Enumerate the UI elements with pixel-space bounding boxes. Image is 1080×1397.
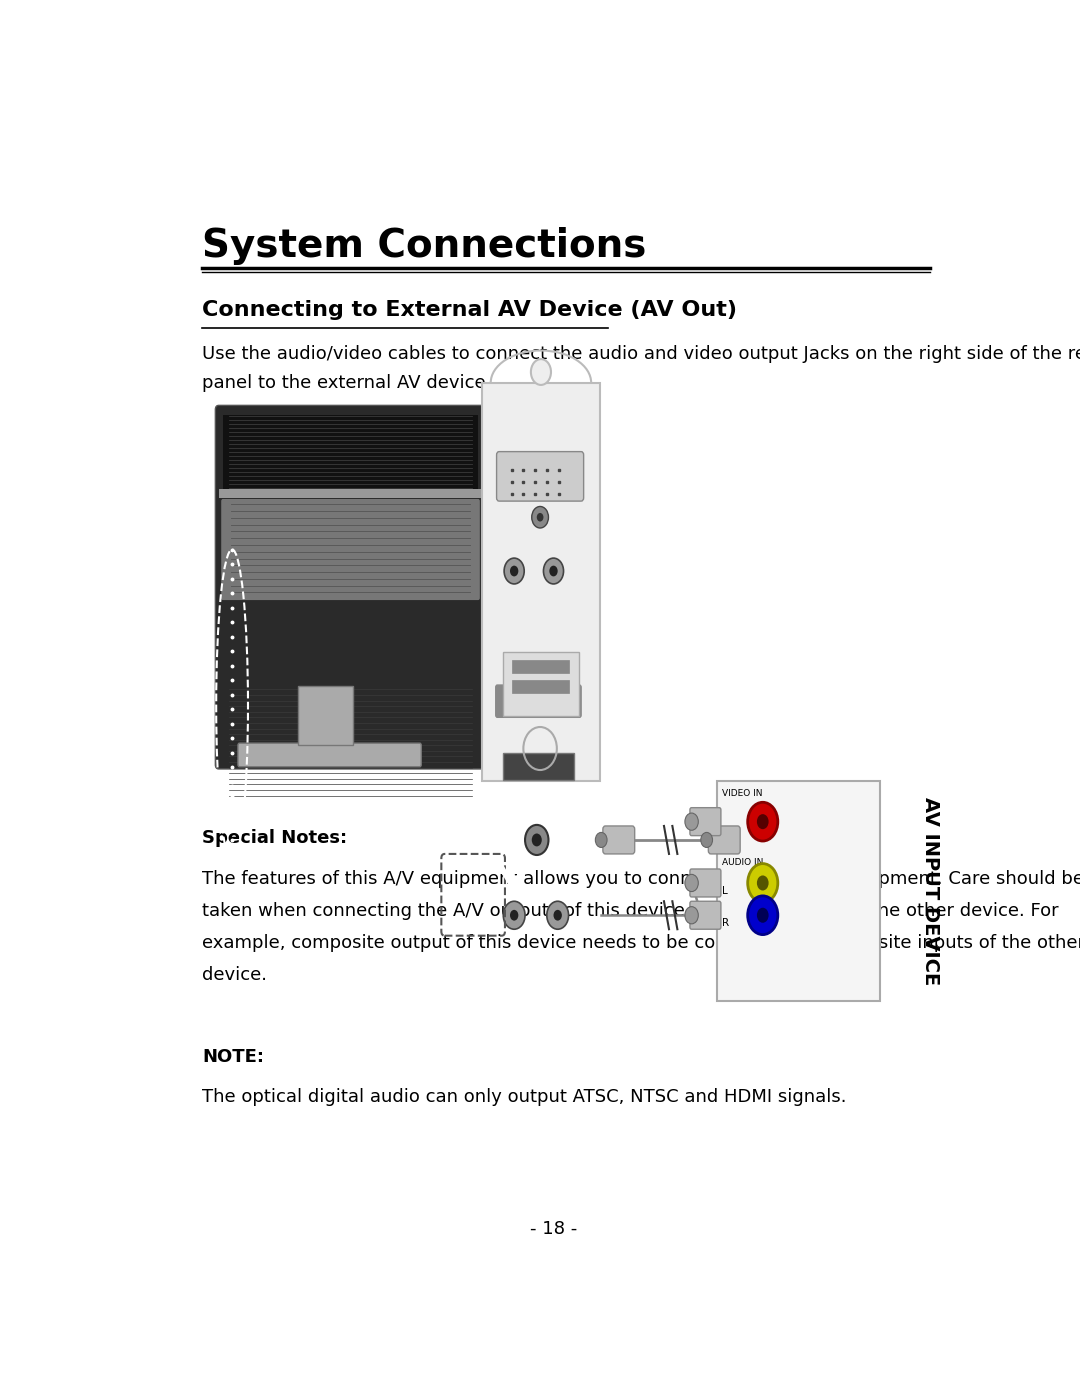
Text: R: R xyxy=(721,918,729,929)
Bar xyxy=(222,415,478,493)
Circle shape xyxy=(503,901,525,929)
Circle shape xyxy=(510,566,518,577)
FancyBboxPatch shape xyxy=(221,499,480,601)
Text: VIDEO IN: VIDEO IN xyxy=(721,789,762,799)
Circle shape xyxy=(537,513,543,521)
Text: The features of this A/V equipment allows you to connect to other A/V equipment.: The features of this A/V equipment allow… xyxy=(202,870,1080,983)
FancyBboxPatch shape xyxy=(690,807,721,835)
Bar xyxy=(512,680,568,693)
FancyBboxPatch shape xyxy=(603,826,635,854)
Circle shape xyxy=(525,824,549,855)
Text: - 18 -: - 18 - xyxy=(530,1220,577,1238)
Text: System Connections: System Connections xyxy=(202,226,646,265)
Bar xyxy=(717,781,880,1002)
Circle shape xyxy=(757,876,769,890)
Bar xyxy=(218,489,483,497)
Circle shape xyxy=(550,566,557,577)
Circle shape xyxy=(747,802,778,841)
FancyBboxPatch shape xyxy=(708,826,740,854)
Text: AV INPUT DEVICE: AV INPUT DEVICE xyxy=(920,796,940,985)
Circle shape xyxy=(546,901,568,929)
Bar xyxy=(483,383,599,781)
FancyArrowPatch shape xyxy=(472,809,527,886)
Circle shape xyxy=(543,559,564,584)
Circle shape xyxy=(747,863,778,902)
Circle shape xyxy=(510,909,518,921)
Text: Connecting to External AV Device (AV Out): Connecting to External AV Device (AV Out… xyxy=(202,300,737,320)
Circle shape xyxy=(685,813,699,830)
Circle shape xyxy=(504,559,524,584)
Circle shape xyxy=(531,834,542,847)
Bar xyxy=(298,686,352,745)
Text: NOTE:: NOTE: xyxy=(202,1048,264,1066)
Text: L: L xyxy=(721,886,728,897)
Circle shape xyxy=(554,909,562,921)
FancyBboxPatch shape xyxy=(690,901,721,929)
Circle shape xyxy=(685,907,699,923)
Circle shape xyxy=(757,814,769,830)
Circle shape xyxy=(531,359,551,386)
FancyBboxPatch shape xyxy=(690,869,721,897)
Circle shape xyxy=(685,875,699,891)
Bar xyxy=(503,753,575,780)
FancyBboxPatch shape xyxy=(238,743,421,767)
Circle shape xyxy=(757,908,769,923)
Text: Special Notes:: Special Notes: xyxy=(202,830,347,847)
Text: Use the audio/video cables to connect the audio and video output Jacks on the ri: Use the audio/video cables to connect th… xyxy=(202,345,1080,393)
FancyBboxPatch shape xyxy=(497,451,583,502)
Text: The optical digital audio can only output ATSC, NTSC and HDMI signals.: The optical digital audio can only outpu… xyxy=(202,1088,847,1106)
FancyBboxPatch shape xyxy=(496,685,581,717)
Text: AUDIO IN: AUDIO IN xyxy=(721,858,764,868)
Circle shape xyxy=(747,895,778,935)
Circle shape xyxy=(595,833,607,848)
Bar xyxy=(503,651,579,717)
Bar xyxy=(512,661,568,673)
Circle shape xyxy=(701,833,713,848)
FancyBboxPatch shape xyxy=(215,405,486,768)
Circle shape xyxy=(531,507,549,528)
